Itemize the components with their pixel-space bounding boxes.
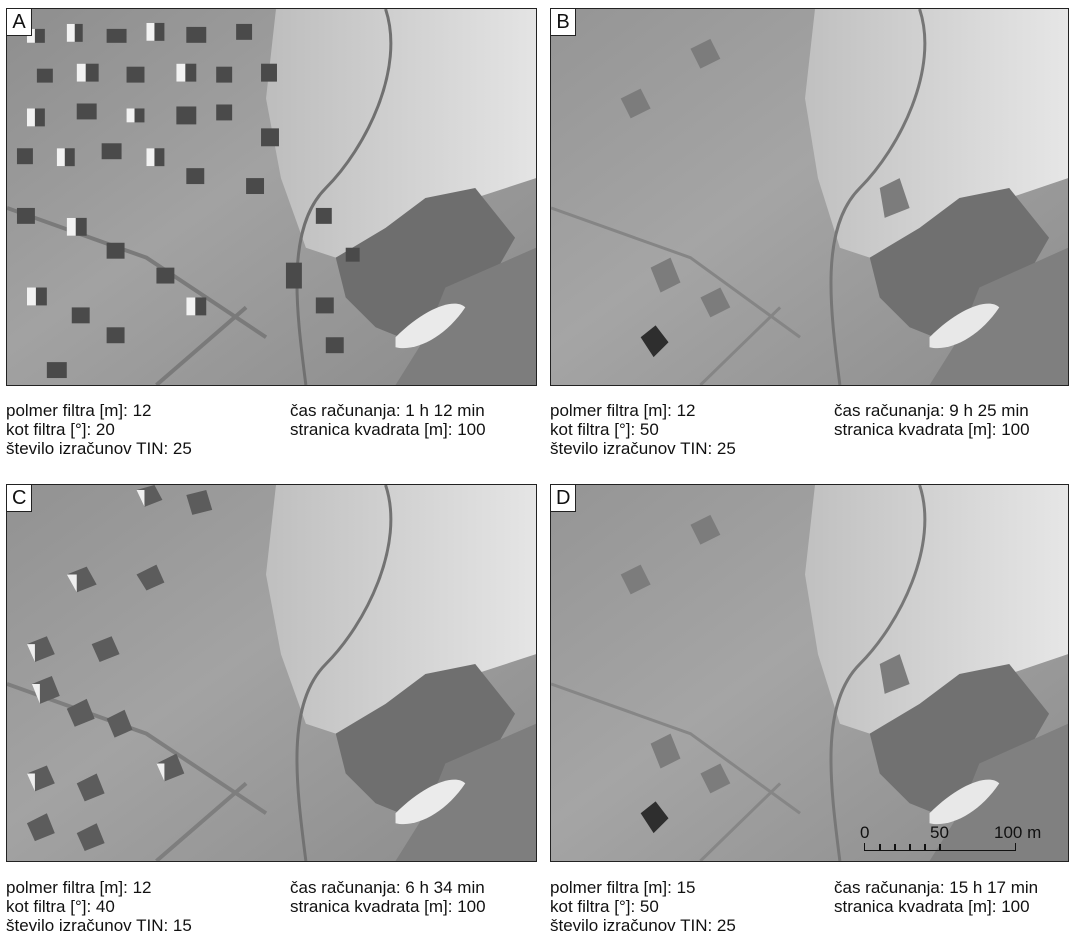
caption-line: stranica kvadrata [m]: 100 (290, 420, 486, 439)
scale-label-0: 0 (860, 823, 870, 842)
caption-line: čas računanja: 1 h 12 min (290, 401, 485, 420)
scale-tick (939, 844, 941, 850)
caption-line: število izračunov TIN: 25 (550, 916, 736, 935)
caption-line: polmer filtra [m]: 12 (6, 401, 152, 420)
flattened-buildings-d (620, 514, 910, 794)
caption-line: število izračunov TIN: 25 (550, 439, 736, 458)
dark-feature-b (640, 325, 669, 358)
caption-line: kot filtra [°]: 20 (6, 420, 115, 439)
panel-letter-c: C (7, 485, 33, 512)
scale-bar: 0 50 100 m (860, 823, 1041, 855)
hillshade-map-a: A (6, 8, 537, 386)
caption-left-b: polmer filtra [m]: 12 kot filtra [°]: 50… (550, 401, 736, 458)
caption-line: čas računanja: 6 h 34 min (290, 878, 485, 897)
caption-right-d: čas računanja: 15 h 17 min stranica kvad… (834, 878, 1038, 916)
scale-tick (894, 844, 896, 850)
caption-left-d: polmer filtra [m]: 15 kot filtra [°]: 50… (550, 878, 736, 935)
panel-letter-b: B (551, 9, 576, 36)
dark-feature-d (640, 801, 669, 834)
hillshade-image-c (7, 485, 536, 861)
caption-line: stranica kvadrata [m]: 100 (834, 420, 1030, 439)
scale-bar-line (864, 843, 1016, 851)
panel-letter-a: A (7, 9, 32, 36)
caption-right-b: čas računanja: 9 h 25 min stranica kvadr… (834, 401, 1030, 439)
caption-line: kot filtra [°]: 50 (550, 420, 659, 439)
caption-line: število izračunov TIN: 25 (6, 439, 192, 458)
scale-tick (924, 844, 926, 850)
caption-line: število izračunov TIN: 15 (6, 916, 192, 935)
caption-right-a: čas računanja: 1 h 12 min stranica kvadr… (290, 401, 486, 439)
flattened-buildings-b (620, 38, 910, 318)
caption-line: čas računanja: 15 h 17 min (834, 878, 1039, 897)
scale-tick (909, 844, 911, 850)
caption-line: polmer filtra [m]: 12 (6, 878, 152, 897)
hillshade-image-d (551, 485, 1068, 861)
caption-line: polmer filtra [m]: 15 (550, 878, 696, 897)
scale-tick (879, 844, 881, 850)
caption-left-a: polmer filtra [m]: 12 kot filtra [°]: 20… (6, 401, 192, 458)
hillshade-map-d: D 0 50 100 m (550, 484, 1069, 862)
scale-label-50: 50 (930, 823, 949, 842)
caption-left-c: polmer filtra [m]: 12 kot filtra [°]: 40… (6, 878, 192, 935)
caption-line: stranica kvadrata [m]: 100 (290, 897, 486, 916)
panel-letter-d: D (551, 485, 577, 512)
hillshade-image-a (7, 9, 536, 385)
caption-line: kot filtra [°]: 50 (550, 897, 659, 916)
scale-label-100: 100 m (994, 823, 1042, 842)
caption-line: čas računanja: 9 h 25 min (834, 401, 1029, 420)
hillshade-map-c: C (6, 484, 537, 862)
caption-right-c: čas računanja: 6 h 34 min stranica kvadr… (290, 878, 486, 916)
hillshade-image-b (551, 9, 1068, 385)
caption-line: kot filtra [°]: 40 (6, 897, 115, 916)
caption-line: stranica kvadrata [m]: 100 (834, 897, 1030, 916)
caption-line: polmer filtra [m]: 12 (550, 401, 696, 420)
hillshade-map-b: B (550, 8, 1069, 386)
